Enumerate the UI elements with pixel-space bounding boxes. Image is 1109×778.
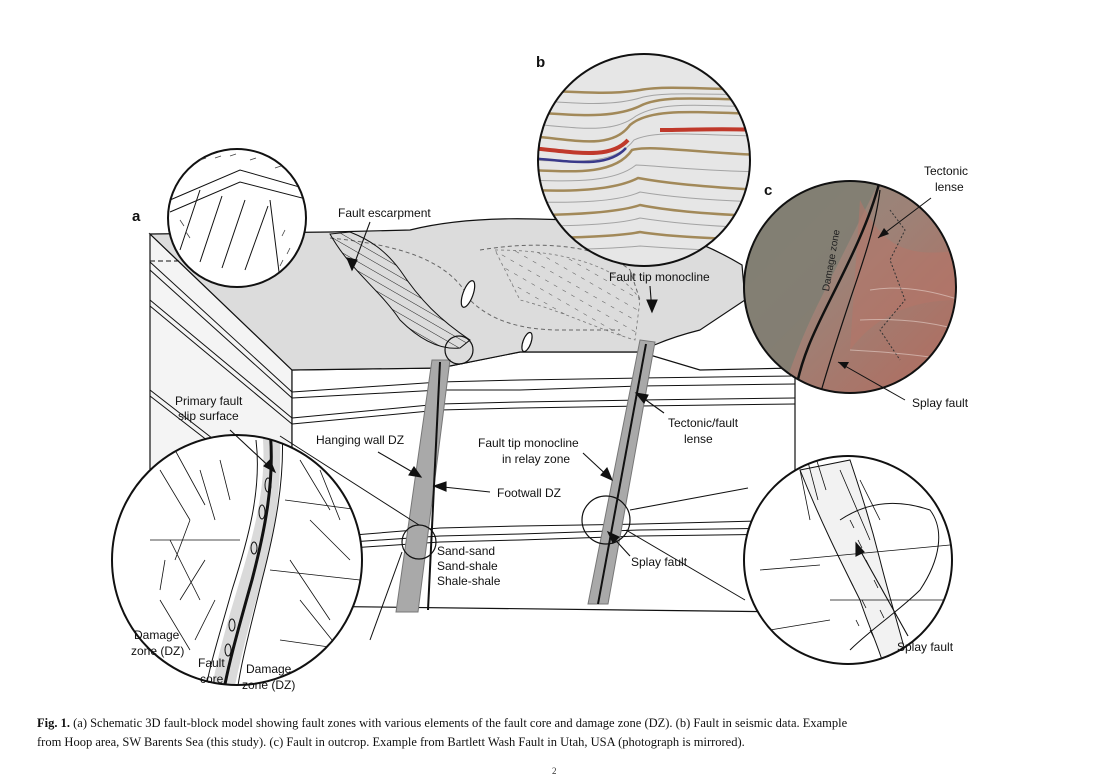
label-footwall-dz: Footwall DZ: [497, 486, 562, 500]
label-primary-fault-2: slip surface: [178, 409, 239, 423]
label-tectonic-lense-1: Tectonic: [924, 164, 969, 178]
block-front-face: [291, 351, 796, 613]
panel-letter-a: a: [132, 208, 141, 225]
label-hanging-wall-dz: Hanging wall DZ: [316, 433, 405, 447]
panel-letter-b: b: [536, 54, 546, 71]
detail-circle-top: [167, 148, 307, 288]
detail-circle-right: [743, 455, 953, 665]
label-damage-zone-left-2: zone (DZ): [131, 644, 185, 658]
leader-arrows: [229, 221, 909, 637]
caption-line-1: (a) Schematic 3D fault-block model showi…: [69, 716, 848, 730]
label-fault-core-2: core: [200, 672, 224, 686]
label-splay-fault-detail: Splay fault: [897, 640, 954, 654]
label-fault-core-1: Fault: [198, 656, 225, 670]
outcrop-photo: [743, 180, 957, 401]
fault-block-model: [148, 218, 796, 641]
caption-fig-label: Fig. 1.: [37, 716, 70, 730]
label-tectonic-fault-lense-1: Tectonic/fault: [668, 416, 739, 430]
label-shale-shale: Shale-shale: [437, 574, 501, 588]
figure-1-illustration: [111, 53, 957, 686]
caption-line-2: from Hoop area, SW Barents Sea (this stu…: [37, 735, 745, 749]
detail-circle-left: [111, 434, 363, 686]
label-tectonic-lense-2: lense: [935, 180, 964, 194]
page-footnote-mark: 2: [552, 766, 557, 776]
label-tectonic-fault-lense-2: lense: [684, 432, 713, 446]
label-sand-sand: Sand-sand: [437, 544, 496, 558]
label-splay-fault-photo: Splay fault: [912, 396, 969, 410]
label-damage-zone-right-2: zone (DZ): [242, 678, 296, 692]
label-damage-zone-left-1: Damage: [134, 628, 180, 642]
label-primary-fault-1: Primary fault: [175, 394, 243, 408]
figure-caption: Fig. 1. (a) Schematic 3D fault-block mod…: [37, 714, 1082, 752]
label-relay-2: in relay zone: [502, 452, 571, 466]
label-relay-1: Fault tip monocline: [478, 436, 579, 450]
label-fault-tip-monocline: Fault tip monocline: [609, 270, 710, 284]
label-splay-fault-block: Splay fault: [631, 555, 688, 569]
seismic-section: [537, 53, 751, 267]
label-sand-shale: Sand-shale: [437, 559, 498, 573]
fault-escarpment-shape: [329, 231, 471, 349]
panel-letter-c: c: [764, 182, 773, 199]
label-fault-escarpment: Fault escarpment: [338, 206, 431, 220]
label-damage-zone-right-1: Damage: [246, 662, 292, 676]
